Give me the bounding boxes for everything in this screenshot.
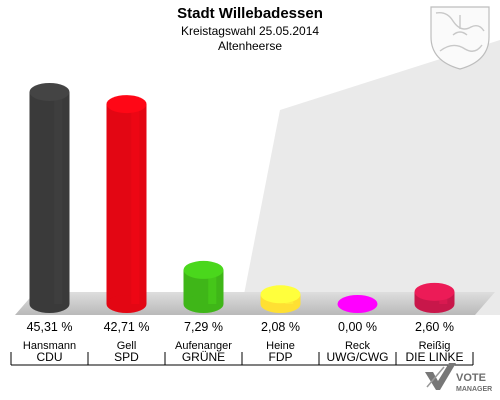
value-label: 0,00 %: [338, 320, 377, 334]
logo-manager-text: MANAGER: [456, 386, 492, 393]
candidate-label: Gell: [117, 340, 137, 352]
party-label: UWG/CWG: [327, 350, 389, 364]
bar-spd: [106, 95, 147, 313]
bar-fdp: [260, 285, 301, 313]
bar-uwg-cwg: [337, 295, 378, 313]
chart-subtitle-location: Altenheerse: [217, 39, 283, 53]
candidate-label: Heine: [266, 340, 295, 352]
value-label: 2,60 %: [415, 320, 454, 334]
bar-gr-ne: [183, 260, 224, 313]
party-label: DIE LINKE: [405, 350, 463, 364]
candidate-label: Aufenanger: [175, 340, 232, 352]
chart-title: Stadt Willebadessen: [177, 5, 323, 22]
value-label: 42,71 %: [104, 320, 150, 334]
vote-check-icon: [425, 363, 456, 390]
candidate-label: Hansmann: [23, 340, 76, 352]
vote-manager-logo: VOTE MANAGER: [425, 363, 492, 393]
value-label: 2,08 %: [261, 320, 300, 334]
party-label: GRÜNE: [182, 350, 225, 364]
coat-of-arms-icon: [430, 6, 490, 70]
chart-subtitle: Kreistagswahl 25.05.2014: [180, 24, 320, 38]
logo-vote-text: VOTE: [456, 372, 486, 384]
bar-cdu: [29, 82, 70, 313]
candidate-label: Reißig: [419, 340, 451, 352]
party-label: SPD: [114, 350, 139, 364]
value-label: 45,31 %: [27, 320, 73, 334]
bar-die-linke: [414, 282, 455, 313]
candidate-label: Reck: [345, 340, 371, 352]
value-label: 7,29 %: [184, 320, 223, 334]
bars-layer: [29, 82, 455, 313]
party-label: CDU: [37, 350, 63, 364]
wall-shadow: [240, 40, 500, 315]
party-label: FDP: [269, 350, 293, 364]
